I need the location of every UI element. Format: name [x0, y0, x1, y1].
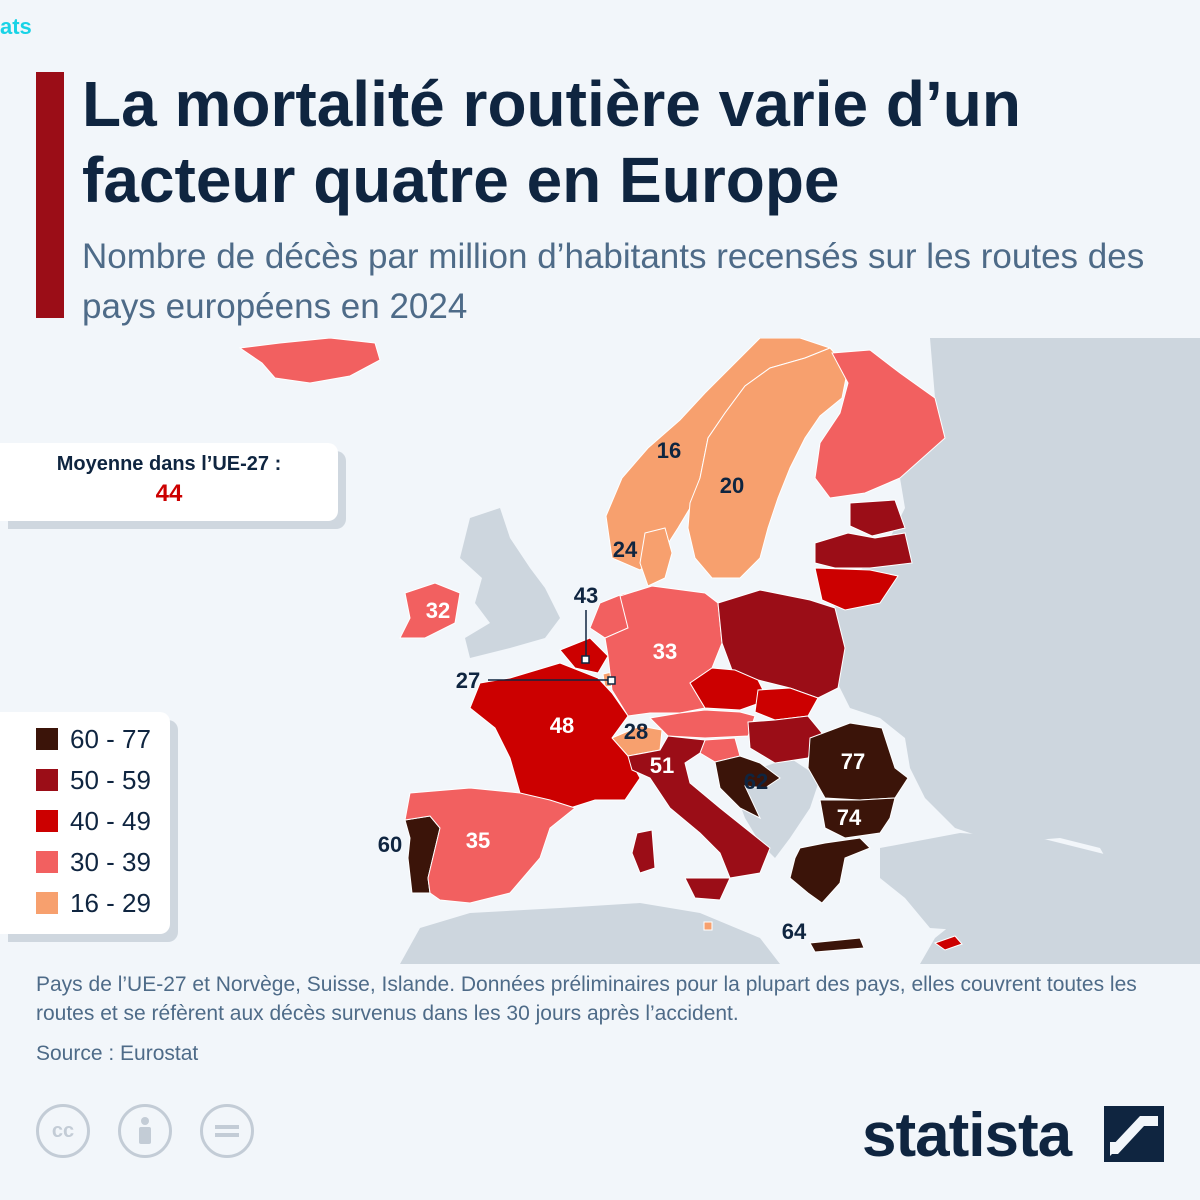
label-romania: 77 [841, 749, 865, 774]
legend-item: 60 - 77 [36, 724, 151, 754]
country-estonia [849, 499, 906, 537]
country-latvia [814, 532, 913, 569]
leader-marker-luxembourg [607, 676, 616, 685]
country-iceland [238, 338, 381, 384]
legend-item: 50 - 59 [36, 765, 151, 795]
source-note: Source : Eurostat [36, 1042, 199, 1065]
legend-swatch [36, 769, 58, 791]
legend-item: 40 - 49 [36, 806, 151, 836]
europe-map: 16 20 24 32 43 27 33 28 48 51 62 77 74 6… [0, 338, 1200, 964]
leader-lines [488, 610, 616, 685]
legend-label: 40 - 49 [70, 805, 151, 836]
country-lithuania [814, 567, 899, 611]
country-ireland [399, 582, 461, 639]
title-accent-bar [36, 72, 64, 318]
corner-tag: ats [0, 14, 32, 39]
country-greece [789, 837, 871, 904]
label-ireland: 32 [426, 598, 450, 623]
label-bulgaria: 74 [837, 805, 862, 830]
legend-item: 30 - 39 [36, 847, 151, 877]
eu-average-value: 44 [155, 480, 183, 507]
label-greece: 64 [782, 919, 807, 944]
country-france [469, 662, 641, 809]
legend: 60 - 77 50 - 59 40 - 49 30 - 39 16 - 29 [0, 712, 170, 934]
eu-average-label: Moyenne dans l’UE-27 : [56, 453, 282, 475]
country-sicily [684, 877, 731, 901]
page-subtitle: Nombre de décès par million d’habitants … [82, 237, 1145, 326]
cc-icon[interactable]: cc [36, 1104, 90, 1158]
country-bulgaria [819, 797, 896, 839]
country-malta [703, 921, 713, 931]
label-switzerland: 28 [624, 719, 648, 744]
label-luxembourg: 27 [456, 668, 480, 693]
statista-logo-icon [1104, 1106, 1164, 1162]
country-spain [404, 787, 577, 904]
label-sweden: 20 [720, 473, 744, 498]
value-labels: 16 20 24 32 43 27 33 28 48 51 62 77 74 6… [378, 438, 865, 944]
land-uk [460, 508, 560, 658]
country-austria [648, 709, 756, 739]
legend-swatch [36, 851, 58, 873]
country-italy [627, 735, 771, 879]
legend-swatch [36, 728, 58, 750]
no-derivatives-icon[interactable] [200, 1104, 254, 1158]
label-italy: 51 [650, 753, 674, 778]
label-germany: 33 [653, 639, 677, 664]
legend-label: 50 - 59 [70, 764, 151, 795]
statista-logo-text[interactable]: statista [862, 1101, 1072, 1170]
label-croatia: 62 [744, 769, 768, 794]
label-belgium: 43 [574, 583, 598, 608]
attribution-icon[interactable] [118, 1104, 172, 1158]
country-croatia [714, 755, 781, 820]
legend-swatch [36, 810, 58, 832]
country-poland [717, 589, 846, 699]
footnote: Pays de l’UE-27 et Norvège, Suisse, Isla… [36, 973, 1137, 1025]
legend-label: 16 - 29 [70, 887, 151, 918]
country-sardinia [631, 829, 656, 874]
legend-swatch [36, 892, 58, 914]
page-title: La mortalité routière varie d’un facteur… [82, 68, 1021, 216]
land-africa [400, 903, 780, 964]
license-icons: cc [36, 1104, 254, 1158]
legend-label: 60 - 77 [70, 723, 151, 754]
country-cyprus [933, 935, 963, 951]
country-finland [814, 349, 946, 499]
leader-marker-belgium [581, 655, 590, 664]
land-east [830, 338, 1200, 964]
country-sweden [687, 347, 849, 579]
label-denmark: 24 [613, 537, 638, 562]
country-romania [807, 722, 909, 801]
legend-item: 16 - 29 [36, 888, 151, 918]
land-turkey [880, 833, 1200, 938]
eu-average-box: Moyenne dans l’UE-27 : 44 [0, 443, 338, 521]
legend-label: 30 - 39 [70, 846, 151, 877]
label-norway: 16 [657, 438, 681, 463]
country-crete [809, 937, 865, 953]
label-spain: 35 [466, 828, 490, 853]
country-denmark [639, 527, 673, 587]
label-france: 48 [550, 713, 574, 738]
label-portugal: 60 [378, 832, 402, 857]
country-shapes [238, 338, 963, 953]
country-germany [604, 585, 723, 717]
